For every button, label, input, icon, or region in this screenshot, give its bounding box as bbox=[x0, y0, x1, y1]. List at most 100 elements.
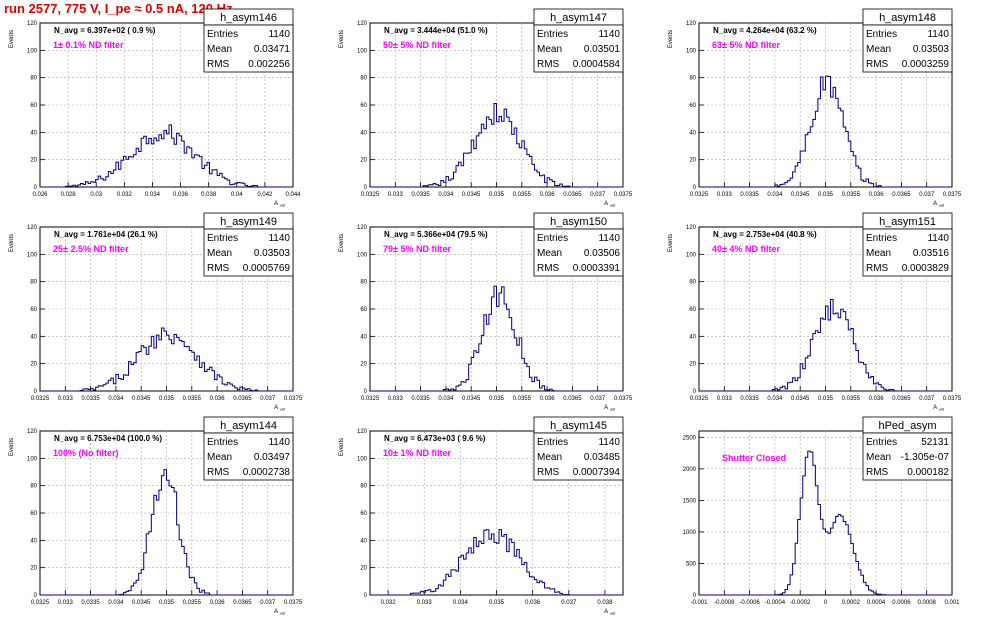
stats-value-mean: 0.03503 bbox=[913, 44, 950, 55]
histogram-line bbox=[40, 124, 293, 188]
x-tick-label: 0.0335 bbox=[81, 396, 100, 402]
y-tick-label: 20 bbox=[689, 362, 696, 368]
x-tick-label: 0.0365 bbox=[233, 600, 252, 606]
stats-label-rms: RMS bbox=[207, 467, 230, 478]
stats-label-mean: Mean bbox=[537, 44, 562, 55]
x-tick-label: 0.034 bbox=[145, 192, 161, 198]
x-tick-label: 0.042 bbox=[257, 192, 273, 198]
x-tick-label: -0.0008 bbox=[714, 600, 735, 606]
x-tick-label: 0.0355 bbox=[183, 396, 202, 402]
stats-value-rms: 0.0003259 bbox=[902, 59, 950, 70]
stats-value-entries: 1140 bbox=[268, 437, 290, 448]
x-tick-label: 0.033 bbox=[58, 600, 74, 606]
stats-label-rms: RMS bbox=[537, 59, 560, 70]
histogram-panel-h_asym147: 0.0325 0.033 0.0335 0.034 0.0345 0.035 0.0355 0… bbox=[339, 8, 633, 208]
histogram-name: hPed_asym bbox=[878, 420, 936, 432]
navg-label: N_avg = 6.473e+03 ( 9.6 %) bbox=[384, 434, 486, 443]
x-tick-label: 0.035 bbox=[489, 396, 505, 402]
y-tick-label: 100 bbox=[357, 252, 368, 258]
x-tick-label: 0.034 bbox=[108, 600, 124, 606]
y-axis-label: Events bbox=[9, 234, 15, 252]
navg-label: N_avg = 5.366e+04 (79.5 %) bbox=[384, 230, 488, 239]
filter-note: 1± 0.1% ND filter bbox=[53, 40, 124, 50]
y-tick-label: 20 bbox=[360, 362, 367, 368]
x-tick-label: 0.037 bbox=[590, 396, 606, 402]
y-tick-label: 0 bbox=[34, 185, 38, 191]
stats-box bbox=[533, 24, 624, 73]
x-tick-label: 0.0365 bbox=[563, 396, 582, 402]
stats-value-entries: 1140 bbox=[268, 233, 290, 244]
histogram-panel-h_asym148: 0.0325 0.033 0.0335 0.034 0.0345 0.035 0.0355 0… bbox=[668, 8, 962, 208]
stats-value-mean: 0.03471 bbox=[254, 44, 291, 55]
y-tick-label: 20 bbox=[30, 566, 37, 572]
navg-label: N_avg = 6.753e+04 (100.0 %) bbox=[54, 434, 162, 443]
filter-note: 40± 4% ND filter bbox=[712, 244, 780, 254]
y-tick-label: 60 bbox=[30, 103, 37, 109]
histogram-panel-hPed_asym: -0.001 -0.0008 -0.0006 -0.0004 -0.0002 0 0.000… bbox=[683, 416, 960, 606]
x-tick-label: 0.0375 bbox=[614, 396, 633, 402]
y-axis-label: Events bbox=[9, 438, 15, 456]
x-tick-label: 0.037 bbox=[260, 396, 276, 402]
stats-box bbox=[533, 228, 624, 277]
page-title: run 2577, 775 V, I_pe ≈ 0.5 nA, 120 Hz bbox=[4, 1, 233, 16]
stats-value-entries: 1140 bbox=[598, 29, 620, 40]
x-tick-label: 0.034 bbox=[108, 396, 124, 402]
y-tick-label: 1500 bbox=[683, 498, 697, 504]
x-tick-label: 0.0375 bbox=[614, 192, 633, 198]
stats-value-entries: 1140 bbox=[927, 29, 949, 40]
x-tick-label: 0.0325 bbox=[31, 396, 50, 402]
x-tick-label: 0.034 bbox=[438, 192, 454, 198]
y-axis-label: Events bbox=[339, 30, 345, 48]
stats-value-rms: 0.0002738 bbox=[243, 467, 291, 478]
histogram-line bbox=[370, 285, 623, 392]
y-tick-label: 120 bbox=[686, 21, 697, 27]
y-tick-label: 60 bbox=[30, 307, 37, 313]
stats-box bbox=[203, 432, 294, 481]
x-tick-label: 0.0325 bbox=[690, 192, 709, 198]
stats-label-entries: Entries bbox=[207, 29, 238, 40]
y-tick-label: 20 bbox=[360, 158, 367, 164]
histogram-panel-h_asym150: 0.0325 0.033 0.0335 0.034 0.0345 0.035 0.0355 0… bbox=[339, 212, 633, 412]
y-tick-label: 40 bbox=[30, 538, 37, 544]
y-tick-label: 120 bbox=[357, 21, 368, 27]
x-tick-label: 0.035 bbox=[489, 600, 505, 606]
y-tick-label: 20 bbox=[30, 158, 37, 164]
histogram-panel-h_asym145: 0.032 0.033 0.034 0.035 0.036 0.037 0.038 0 20 40… bbox=[339, 416, 624, 616]
y-tick-label: 40 bbox=[360, 538, 367, 544]
x-tick-label: 0.0365 bbox=[892, 192, 911, 198]
stats-label-mean: Mean bbox=[537, 248, 562, 259]
x-tick-label: 0.033 bbox=[388, 192, 404, 198]
x-tick-label: 0.034 bbox=[767, 396, 783, 402]
y-tick-label: 40 bbox=[360, 334, 367, 340]
y-tick-label: 1000 bbox=[683, 530, 697, 536]
y-tick-label: 2500 bbox=[683, 435, 697, 441]
histogram-name: h_asym151 bbox=[879, 216, 936, 228]
y-tick-label: 100 bbox=[686, 48, 697, 54]
x-tick-label: 0.0325 bbox=[361, 192, 380, 198]
x-tick-label: 0.036 bbox=[210, 600, 226, 606]
navg-label: N_avg = 3.444e+04 (51.0 %) bbox=[384, 26, 488, 35]
x-tick-label: 0.026 bbox=[32, 192, 48, 198]
y-tick-label: 120 bbox=[27, 21, 38, 27]
y-tick-label: 60 bbox=[360, 307, 367, 313]
x-tick-label: 0.04 bbox=[231, 192, 243, 198]
x-tick-label: 0.0335 bbox=[740, 192, 759, 198]
x-tick-label: 0.0365 bbox=[563, 192, 582, 198]
stats-label-entries: Entries bbox=[537, 233, 568, 244]
x-tick-label: 0.032 bbox=[117, 192, 133, 198]
x-tick-label: 0.0345 bbox=[791, 396, 810, 402]
y-tick-label: 60 bbox=[689, 103, 696, 109]
filter-note: Shutter Closed bbox=[722, 453, 786, 463]
x-tick-label: 0.035 bbox=[818, 192, 834, 198]
histogram-panel-h_asym146: 0.026 0.028 0.03 0.032 0.034 0.036 0.038 0.04 0.… bbox=[9, 8, 301, 208]
x-tick-label: 0.03 bbox=[90, 192, 102, 198]
x-tick-label: 0.036 bbox=[525, 600, 541, 606]
stats-label-entries: Entries bbox=[866, 437, 897, 448]
histogram-line bbox=[370, 102, 623, 188]
x-tick-label: 0.037 bbox=[590, 192, 606, 198]
histogram-panel-h_asym149: 0.0325 0.033 0.0335 0.034 0.0345 0.035 0.0355 0… bbox=[9, 212, 303, 412]
x-tick-label: 0.0355 bbox=[842, 396, 861, 402]
